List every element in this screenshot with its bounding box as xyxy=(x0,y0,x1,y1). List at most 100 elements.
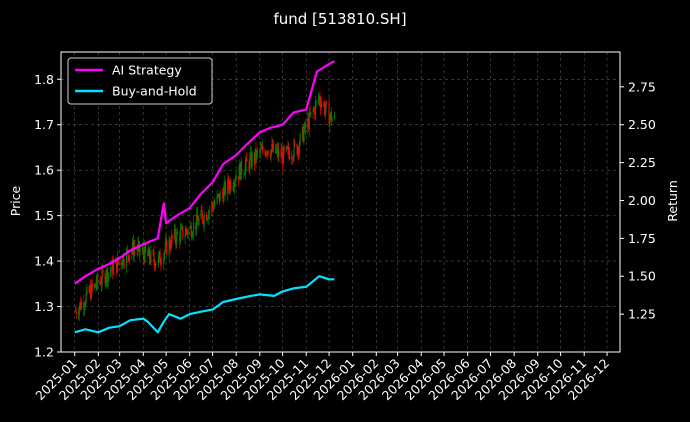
candle-body xyxy=(128,255,131,261)
candle-body xyxy=(223,187,225,202)
candle-body xyxy=(227,178,230,187)
candle-body xyxy=(163,251,166,255)
candle-body xyxy=(275,150,278,153)
candle-body xyxy=(176,231,179,234)
candle-body xyxy=(101,269,103,284)
candle-body xyxy=(100,281,102,285)
candle-body xyxy=(310,112,312,116)
y-tick-label-right: 2.75 xyxy=(628,79,656,94)
candle-body xyxy=(286,146,288,149)
y-tick-label-left: 1.3 xyxy=(34,299,54,314)
candle-body xyxy=(314,108,316,115)
candle-body xyxy=(218,193,220,196)
candle-body xyxy=(314,102,316,115)
candle-body xyxy=(182,226,184,238)
candle-body xyxy=(319,96,321,103)
candle-body xyxy=(112,261,114,274)
candle-body xyxy=(269,154,272,157)
candle-body xyxy=(270,149,272,157)
candle-body xyxy=(282,147,284,164)
candle-body xyxy=(112,263,115,274)
candle-body xyxy=(120,262,122,265)
candle-body xyxy=(99,281,101,284)
series-line-buy-and-hold xyxy=(74,275,335,334)
candle-body xyxy=(155,263,157,265)
candle-body xyxy=(125,250,128,266)
candle-body xyxy=(317,99,320,101)
candle-body xyxy=(255,149,257,160)
candle-body xyxy=(80,301,83,309)
y-tick-label-left: 1.8 xyxy=(34,72,54,87)
candle-body xyxy=(259,151,261,153)
candle-body xyxy=(229,181,231,191)
candle-body xyxy=(168,239,170,255)
y-axis-label-right: Return xyxy=(665,180,680,221)
candle-body xyxy=(212,206,214,210)
candle-body xyxy=(224,181,227,195)
candle-body xyxy=(250,152,252,167)
candle-body xyxy=(90,283,93,299)
y-tick-label-right: 1.25 xyxy=(628,307,656,322)
candle-body xyxy=(221,192,224,194)
candle-body xyxy=(159,251,161,263)
candle-body xyxy=(85,293,87,304)
candle-body xyxy=(166,240,168,255)
candle-body xyxy=(208,211,210,219)
candle-body xyxy=(253,154,256,163)
candle-body xyxy=(107,272,109,282)
candle-body xyxy=(143,254,145,263)
candle-body xyxy=(240,161,243,175)
candle-body xyxy=(83,301,85,309)
candle-body xyxy=(233,186,235,188)
candle-body xyxy=(94,284,96,287)
candle-body xyxy=(244,164,246,175)
candle-body xyxy=(294,142,296,145)
candle-body xyxy=(323,103,326,114)
candle-body xyxy=(191,236,193,237)
candle-body xyxy=(202,214,204,222)
candle-body xyxy=(240,161,242,180)
candle-body xyxy=(105,279,107,284)
candle-body xyxy=(328,102,330,125)
candle-body xyxy=(211,203,214,207)
candle-body xyxy=(291,157,293,160)
candle-body xyxy=(256,151,258,160)
candlestick-layer xyxy=(74,90,336,322)
candle-body xyxy=(141,248,144,251)
candle-body xyxy=(248,161,250,170)
candle-body xyxy=(131,250,133,256)
legend-label-ai-strategy: AI Strategy xyxy=(112,63,182,78)
candle-body xyxy=(128,255,130,261)
candle-body xyxy=(186,231,189,234)
candle-body xyxy=(106,268,109,282)
candle-body xyxy=(152,250,154,253)
chart-title: fund [513810.SH] xyxy=(273,10,406,28)
candle-body xyxy=(293,142,295,157)
candle-body xyxy=(142,248,144,255)
candle-body xyxy=(176,231,178,244)
candle-body xyxy=(197,220,199,225)
candle-body xyxy=(230,181,232,190)
candle-body xyxy=(237,176,240,180)
candle-body xyxy=(329,116,331,125)
candle-body xyxy=(308,112,310,130)
candle-body xyxy=(307,118,310,130)
candle-body xyxy=(164,242,166,252)
candle-body xyxy=(297,147,299,155)
line-layer xyxy=(74,60,335,334)
candle-body xyxy=(277,148,279,157)
candle-body xyxy=(106,268,108,280)
candle-body xyxy=(90,287,92,299)
candle-body xyxy=(184,234,186,238)
candle-body xyxy=(96,275,99,284)
candle-body xyxy=(95,286,97,288)
candle-body xyxy=(89,287,91,293)
y-tick-label-right: 2.25 xyxy=(628,155,656,170)
candle-body xyxy=(213,204,215,210)
candle-body xyxy=(287,146,289,149)
candle-body xyxy=(185,229,187,235)
candle-body xyxy=(259,148,262,153)
candle-body xyxy=(303,130,305,142)
candle-body xyxy=(254,149,256,163)
